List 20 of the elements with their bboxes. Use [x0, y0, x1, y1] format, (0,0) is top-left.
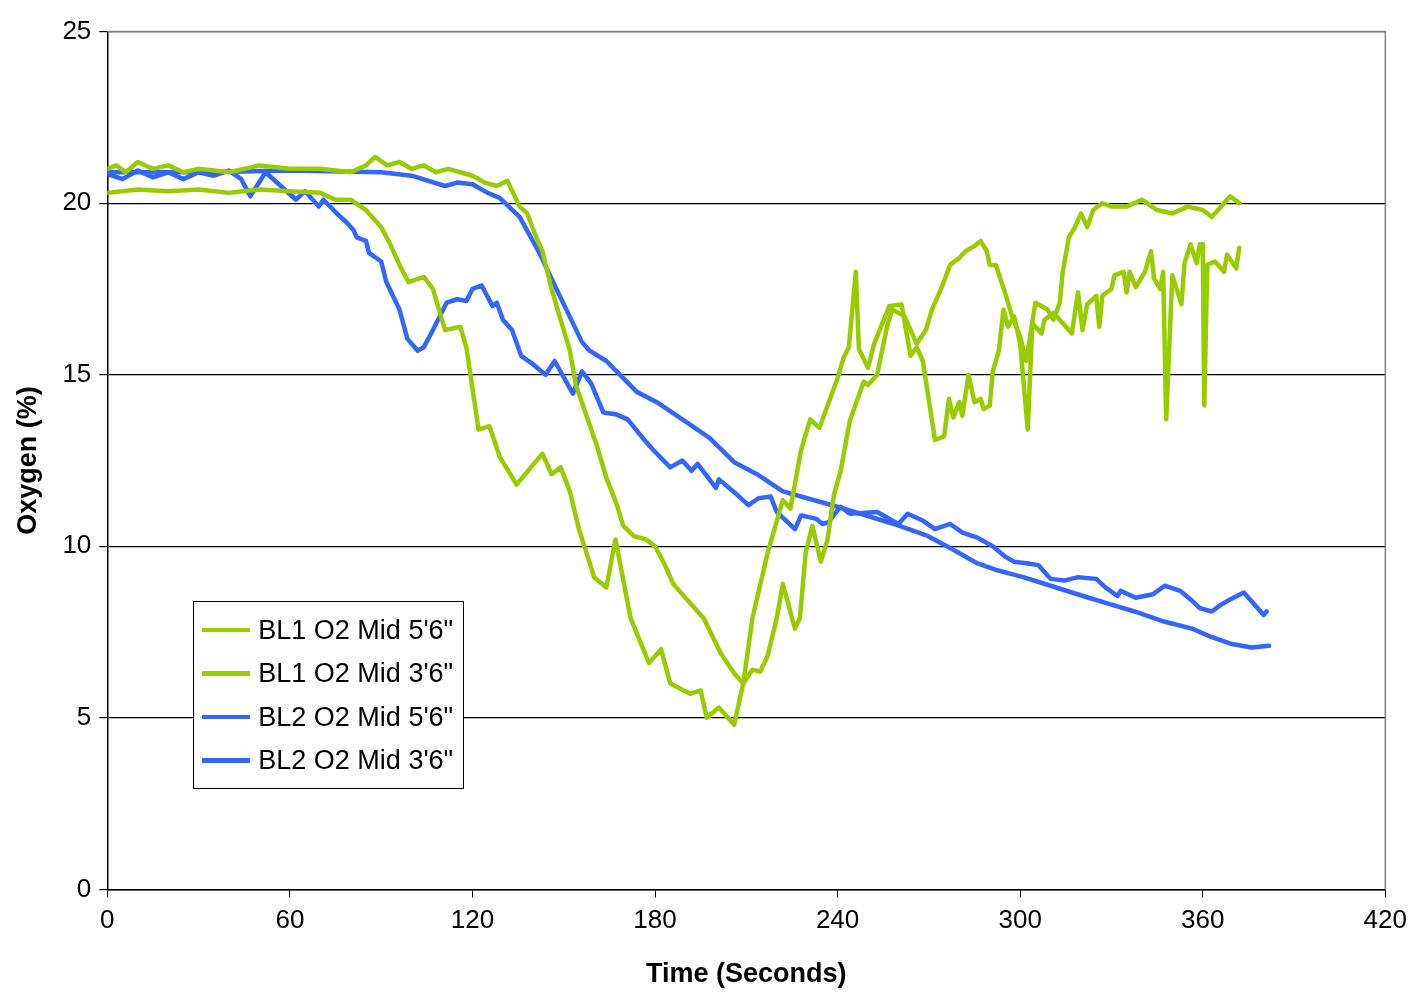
y-tick-label: 15: [62, 357, 92, 388]
y-axis-title: Oxygen (%): [11, 386, 42, 535]
x-tick-label: 300: [998, 904, 1042, 935]
legend-label: BL2 O2 Mid 3'6": [258, 745, 454, 777]
x-tick-label: 420: [1363, 904, 1408, 935]
x-axis-title: Time (Seconds): [646, 958, 847, 989]
x-tick-label: 360: [1181, 904, 1225, 935]
legend-label: BL1 O2 Mid 3'6": [258, 658, 454, 690]
x-tick-label: 0: [100, 904, 115, 935]
x-tick-label: 240: [815, 904, 860, 935]
legend-label: BL2 O2 Mid 5'6": [258, 701, 454, 733]
y-tick-label: 25: [62, 14, 92, 45]
y-tick-label: 5: [76, 701, 92, 732]
x-tick-label: 120: [450, 904, 495, 935]
y-tick-label: 20: [62, 186, 92, 217]
legend-label: BL1 O2 Mid 5'6": [258, 614, 454, 646]
x-tick-label: 180: [633, 904, 677, 935]
y-tick-label: 10: [62, 529, 92, 560]
y-tick-label: 0: [76, 872, 92, 903]
x-tick-label: 60: [275, 904, 305, 935]
